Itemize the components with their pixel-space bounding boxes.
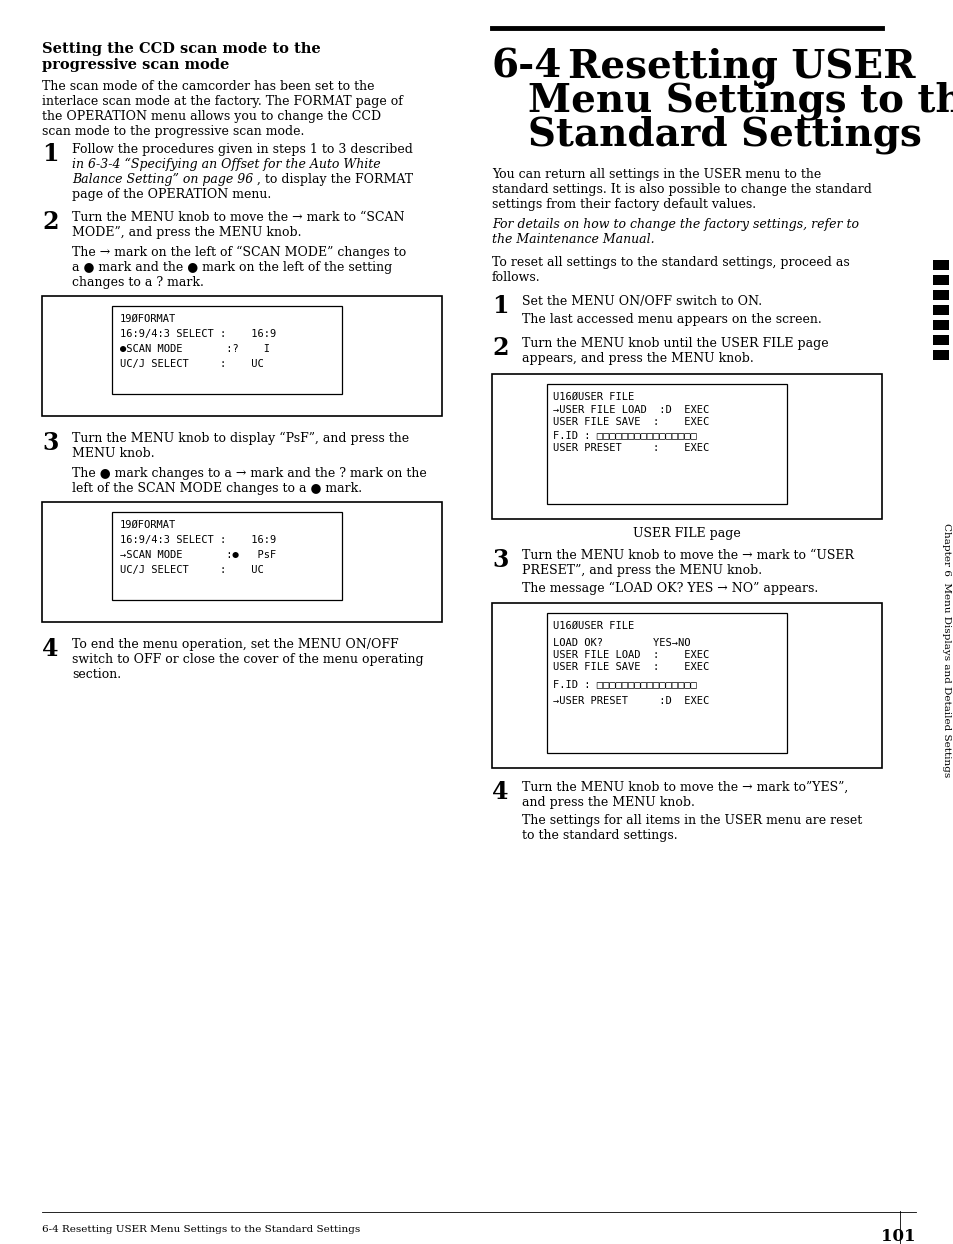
Text: in 6-3-4 “Specifying an Offset for the Auto White: in 6-3-4 “Specifying an Offset for the A… <box>71 158 380 172</box>
Text: To reset all settings to the standard settings, proceed as: To reset all settings to the standard se… <box>492 256 849 269</box>
Bar <box>546 384 786 504</box>
Text: Set the MENU ON/OFF switch to ON.: Set the MENU ON/OFF switch to ON. <box>521 295 761 309</box>
Text: to the standard settings.: to the standard settings. <box>521 829 677 842</box>
Text: Balance Setting” on page 96: Balance Setting” on page 96 <box>71 173 253 187</box>
Text: 19ØFORMAT: 19ØFORMAT <box>120 313 176 323</box>
Text: changes to a ? mark.: changes to a ? mark. <box>71 276 204 289</box>
Bar <box>932 350 948 360</box>
Text: Standard Settings: Standard Settings <box>527 116 921 154</box>
Text: 1: 1 <box>492 294 508 318</box>
Text: F.ID : □□□□□□□□□□□□□□□□: F.ID : □□□□□□□□□□□□□□□□ <box>553 679 696 689</box>
Text: appears, and press the MENU knob.: appears, and press the MENU knob. <box>521 352 753 364</box>
Text: Turn the MENU knob to move the → mark to “USER: Turn the MENU knob to move the → mark to… <box>521 549 853 562</box>
Text: page of the OPERATION menu.: page of the OPERATION menu. <box>71 188 271 202</box>
Bar <box>42 503 441 622</box>
Text: Turn the MENU knob to display “PsF”, and press the: Turn the MENU knob to display “PsF”, and… <box>71 432 409 445</box>
Bar <box>112 306 341 394</box>
Text: follows.: follows. <box>492 271 540 284</box>
Text: progressive scan mode: progressive scan mode <box>42 58 229 72</box>
Text: PRESET”, and press the MENU knob.: PRESET”, and press the MENU knob. <box>521 564 761 577</box>
Text: 16:9/4:3 SELECT :    16:9: 16:9/4:3 SELECT : 16:9 <box>120 535 276 545</box>
Bar <box>112 513 341 600</box>
Text: left of the SCAN MODE changes to a ● mark.: left of the SCAN MODE changes to a ● mar… <box>71 481 362 495</box>
Text: 2: 2 <box>492 336 508 360</box>
Text: U16ØUSER FILE: U16ØUSER FILE <box>553 392 634 402</box>
Text: USER FILE LOAD  :    EXEC: USER FILE LOAD : EXEC <box>553 651 708 661</box>
Text: 2: 2 <box>42 210 58 234</box>
Text: Turn the MENU knob to move the → mark to “SCAN: Turn the MENU knob to move the → mark to… <box>71 211 404 224</box>
Bar <box>932 305 948 315</box>
Text: the OPERATION menu allows you to change the CCD: the OPERATION menu allows you to change … <box>42 109 381 123</box>
Text: Chapter 6  Menu Displays and Detailed Settings: Chapter 6 Menu Displays and Detailed Set… <box>942 522 950 778</box>
Bar <box>932 290 948 300</box>
Text: the Maintenance Manual.: the Maintenance Manual. <box>492 233 654 246</box>
Text: standard settings. It is also possible to change the standard: standard settings. It is also possible t… <box>492 183 871 197</box>
Text: USER FILE SAVE  :    EXEC: USER FILE SAVE : EXEC <box>553 417 708 427</box>
Bar <box>546 613 786 753</box>
Text: →USER PRESET     :D  EXEC: →USER PRESET :D EXEC <box>553 695 708 707</box>
Text: 101: 101 <box>881 1228 915 1244</box>
Text: 4: 4 <box>492 780 508 804</box>
Text: ●SCAN MODE       :?    I: ●SCAN MODE :? I <box>120 345 270 355</box>
Text: The message “LOAD OK? YES → NO” appears.: The message “LOAD OK? YES → NO” appears. <box>521 582 818 595</box>
Text: switch to OFF or close the cover of the menu operating: switch to OFF or close the cover of the … <box>71 653 423 666</box>
Text: U16ØUSER FILE: U16ØUSER FILE <box>553 621 634 631</box>
Text: F.ID : □□□□□□□□□□□□□□□□: F.ID : □□□□□□□□□□□□□□□□ <box>553 430 696 440</box>
Bar <box>492 374 882 519</box>
Text: a ● mark and the ● mark on the left of the setting: a ● mark and the ● mark on the left of t… <box>71 261 392 274</box>
Text: settings from their factory default values.: settings from their factory default valu… <box>492 198 756 211</box>
Text: 1: 1 <box>42 142 58 165</box>
Text: The ● mark changes to a → mark and the ? mark on the: The ● mark changes to a → mark and the ?… <box>71 466 426 480</box>
Bar <box>932 275 948 285</box>
Text: UC/J SELECT     :    UC: UC/J SELECT : UC <box>120 360 263 369</box>
Text: 3: 3 <box>42 430 58 455</box>
Text: To end the menu operation, set the MENU ON/OFF: To end the menu operation, set the MENU … <box>71 638 398 651</box>
Text: MODE”, and press the MENU knob.: MODE”, and press the MENU knob. <box>71 226 301 239</box>
Text: scan mode to the progressive scan mode.: scan mode to the progressive scan mode. <box>42 124 304 138</box>
Text: Setting the CCD scan mode to the: Setting the CCD scan mode to the <box>42 42 320 56</box>
Text: section.: section. <box>71 668 121 680</box>
Text: interlace scan mode at the factory. The FORMAT page of: interlace scan mode at the factory. The … <box>42 95 402 108</box>
Text: UC/J SELECT     :    UC: UC/J SELECT : UC <box>120 565 263 575</box>
Bar <box>932 335 948 345</box>
Bar <box>492 603 882 768</box>
Text: →SCAN MODE       :●   PsF: →SCAN MODE :● PsF <box>120 550 276 560</box>
Bar <box>932 320 948 330</box>
Text: The last accessed menu appears on the screen.: The last accessed menu appears on the sc… <box>521 313 821 326</box>
Text: You can return all settings in the USER menu to the: You can return all settings in the USER … <box>492 168 821 180</box>
Text: The scan mode of the camcorder has been set to the: The scan mode of the camcorder has been … <box>42 80 375 93</box>
Text: →USER FILE LOAD  :D  EXEC: →USER FILE LOAD :D EXEC <box>553 406 708 415</box>
Text: 3: 3 <box>492 549 508 572</box>
Text: 6-4: 6-4 <box>492 49 561 86</box>
Text: Turn the MENU knob to move the → mark to”YES”,: Turn the MENU knob to move the → mark to… <box>521 781 847 794</box>
Text: USER FILE SAVE  :    EXEC: USER FILE SAVE : EXEC <box>553 662 708 672</box>
Text: USER PRESET     :    EXEC: USER PRESET : EXEC <box>553 443 708 453</box>
Text: Turn the MENU knob until the USER FILE page: Turn the MENU knob until the USER FILE p… <box>521 337 828 350</box>
Text: Follow the procedures given in steps 1 to 3 described: Follow the procedures given in steps 1 t… <box>71 143 413 156</box>
Text: Resetting USER: Resetting USER <box>567 49 915 87</box>
Bar <box>932 260 948 270</box>
Text: For details on how to change the factory settings, refer to: For details on how to change the factory… <box>492 218 858 231</box>
Text: 4: 4 <box>42 637 58 661</box>
Text: and press the MENU knob.: and press the MENU knob. <box>521 796 694 809</box>
Text: 6-4 Resetting USER Menu Settings to the Standard Settings: 6-4 Resetting USER Menu Settings to the … <box>42 1225 360 1234</box>
Text: Menu Settings to the: Menu Settings to the <box>527 82 953 121</box>
Bar <box>42 296 441 415</box>
Text: The settings for all items in the USER menu are reset: The settings for all items in the USER m… <box>521 814 862 827</box>
Text: The → mark on the left of “SCAN MODE” changes to: The → mark on the left of “SCAN MODE” ch… <box>71 246 406 259</box>
Text: MENU knob.: MENU knob. <box>71 447 154 460</box>
Text: , to display the FORMAT: , to display the FORMAT <box>256 173 413 187</box>
Text: 16:9/4:3 SELECT :    16:9: 16:9/4:3 SELECT : 16:9 <box>120 328 276 340</box>
Text: 19ØFORMAT: 19ØFORMAT <box>120 520 176 530</box>
Text: LOAD OK?        YES→NO: LOAD OK? YES→NO <box>553 638 690 648</box>
Text: USER FILE page: USER FILE page <box>633 527 740 540</box>
